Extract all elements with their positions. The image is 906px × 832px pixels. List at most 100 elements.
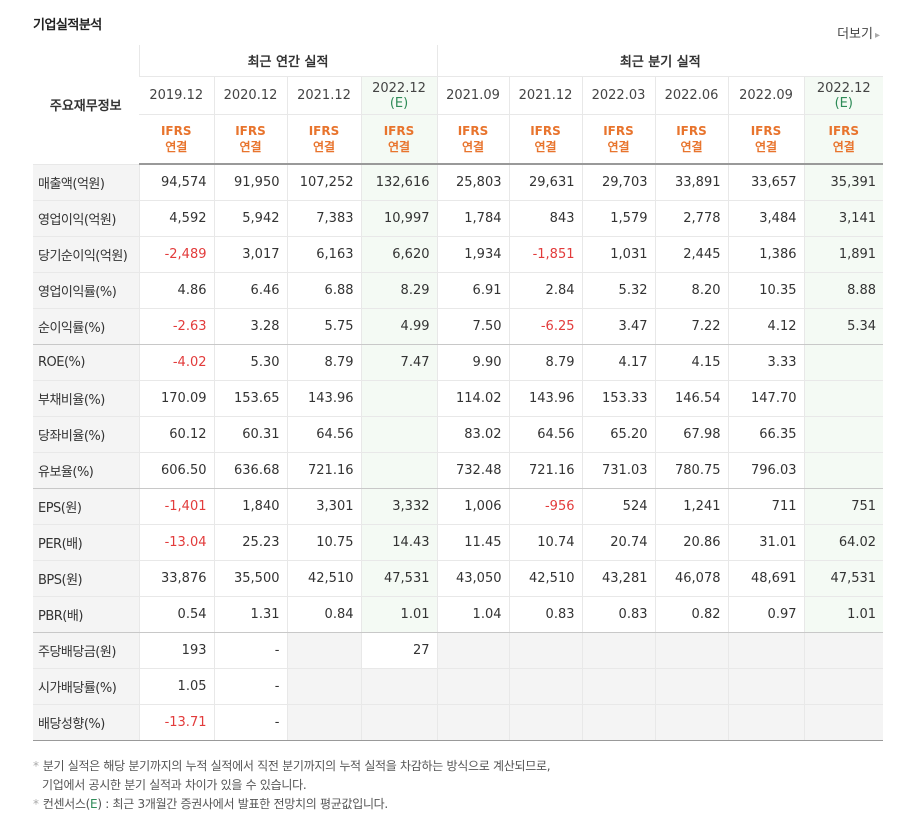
more-label[interactable]: 더보기	[837, 27, 873, 42]
value-cell	[727, 704, 804, 741]
value-cell: 3,017	[213, 236, 287, 273]
value-cell: 91,950	[213, 164, 287, 201]
value-cell: 60.12	[138, 416, 214, 453]
row-label: 주당배당금(원)	[33, 632, 139, 669]
value-cell: 780.75	[654, 452, 728, 489]
value-cell: 796.03	[727, 452, 804, 489]
value-cell: 66.35	[727, 416, 804, 453]
value-cell	[360, 452, 437, 489]
value-cell	[436, 704, 509, 741]
value-cell: 721.16	[508, 452, 582, 489]
value-cell: -13.71	[138, 704, 214, 741]
value-cell: 0.82	[654, 596, 728, 633]
ifrs-label: IFRS	[603, 124, 634, 138]
section-title: 기업실적분석	[33, 18, 102, 33]
ifrs-label: IFRS	[750, 124, 782, 138]
value-cell: -1,401	[138, 488, 214, 525]
value-cell: 143.96	[508, 380, 582, 417]
value-cell	[727, 668, 804, 705]
value-cell: 751	[803, 488, 884, 525]
row-label: PBR(배)	[33, 596, 139, 633]
consolidated-label: 연결	[680, 140, 703, 154]
value-cell: 33,876	[138, 560, 214, 597]
value-cell: 731.03	[581, 452, 655, 489]
value-cell: 33,891	[654, 164, 728, 201]
value-cell: 732.48	[436, 452, 509, 489]
ifrs-label: IFRS	[160, 124, 192, 138]
ifrs-label: IFRS	[530, 124, 561, 138]
consolidated-label: 연결	[607, 140, 630, 154]
value-cell: 1,031	[581, 236, 655, 273]
period-header: 2022.06	[654, 76, 728, 115]
more-link[interactable]: 더보기 ▸	[837, 23, 880, 42]
ifrs-header: IFRS 연결	[727, 114, 804, 165]
ifrs-header: IFRS 연결	[286, 114, 361, 165]
consolidated-label: 연결	[832, 140, 855, 154]
value-cell: 1.05	[138, 668, 214, 705]
row-label: EPS(원)	[33, 488, 139, 525]
value-cell: 636.68	[213, 452, 287, 489]
value-cell: 8.79	[286, 344, 361, 381]
value-cell: 3,332	[360, 488, 437, 525]
value-cell: -	[213, 632, 287, 669]
consolidated-label: 연결	[239, 140, 262, 154]
value-cell: 1,241	[654, 488, 728, 525]
value-cell: 0.84	[286, 596, 361, 633]
period-label: 2022.12	[816, 80, 871, 96]
value-cell	[654, 632, 728, 669]
value-cell: 147.70	[727, 380, 804, 417]
value-cell	[436, 668, 509, 705]
ifrs-label: IFRS	[828, 124, 860, 138]
value-cell: 11.45	[436, 524, 509, 561]
row-label: BPS(원)	[33, 560, 139, 597]
ifrs-header: IFRS 연결	[436, 114, 509, 165]
period-label: 2022.12	[372, 80, 426, 96]
value-cell: 170.09	[138, 380, 214, 417]
value-cell: 94,574	[138, 164, 214, 201]
footnote-1-cont: 기업에서 공시한 분기 실적과 차이가 있을 수 있습니다.	[42, 778, 307, 792]
ifrs-header: IFRS 연결	[360, 114, 437, 165]
period-header: 2022.03	[581, 76, 655, 115]
value-cell: 7,383	[286, 200, 361, 237]
value-cell: 14.43	[360, 524, 437, 561]
value-cell: 3.28	[213, 308, 287, 345]
value-cell: 64.56	[508, 416, 582, 453]
value-cell: 3,141	[803, 200, 884, 237]
value-cell: 3.47	[581, 308, 655, 345]
period-header: 2021.12	[508, 76, 582, 115]
value-cell: -2,489	[138, 236, 214, 273]
footnote-2-prefix: 컨센서스(	[42, 797, 91, 811]
value-cell: 20.86	[654, 524, 728, 561]
value-cell: 1,579	[581, 200, 655, 237]
value-cell: 1.01	[360, 596, 437, 633]
value-cell: 4,592	[138, 200, 214, 237]
row-label: PER(배)	[33, 524, 139, 561]
period-header: 2021.09	[436, 76, 509, 115]
table-row: 배당성향(%) -13.71-	[33, 704, 884, 741]
row-label: 당좌비율(%)	[33, 416, 139, 453]
period-header: 2019.12	[139, 76, 214, 115]
value-cell: 33,657	[727, 164, 804, 201]
value-cell: 31.01	[727, 524, 804, 561]
value-cell: 35,391	[803, 164, 884, 201]
row-label: ROE(%)	[33, 344, 139, 381]
value-cell: -6.25	[508, 308, 582, 345]
value-cell: 10.74	[508, 524, 582, 561]
value-cell	[803, 380, 884, 417]
value-cell	[803, 344, 884, 381]
value-cell: 7.50	[436, 308, 509, 345]
ifrs-label: IFRS	[457, 124, 489, 138]
value-cell: -13.04	[138, 524, 214, 561]
ifrs-header: IFRS 연결	[803, 114, 884, 165]
value-cell: 0.83	[581, 596, 655, 633]
value-cell	[654, 668, 728, 705]
row-label: 순이익률(%)	[33, 308, 139, 345]
value-cell: 6,163	[286, 236, 361, 273]
value-cell: 35,500	[213, 560, 287, 597]
value-cell: 1,840	[213, 488, 287, 525]
value-cell	[803, 704, 884, 741]
value-cell: 6.88	[286, 272, 361, 309]
financial-table: 주요재무정보 최근 연간 실적 최근 분기 실적 2019.12 2020.12 2…	[33, 45, 884, 741]
value-cell: 146.54	[654, 380, 728, 417]
footnotes: * 분기 실적은 해당 분기까지의 누적 실적에서 직전 분기까지의 누적 실적을…	[33, 757, 551, 814]
